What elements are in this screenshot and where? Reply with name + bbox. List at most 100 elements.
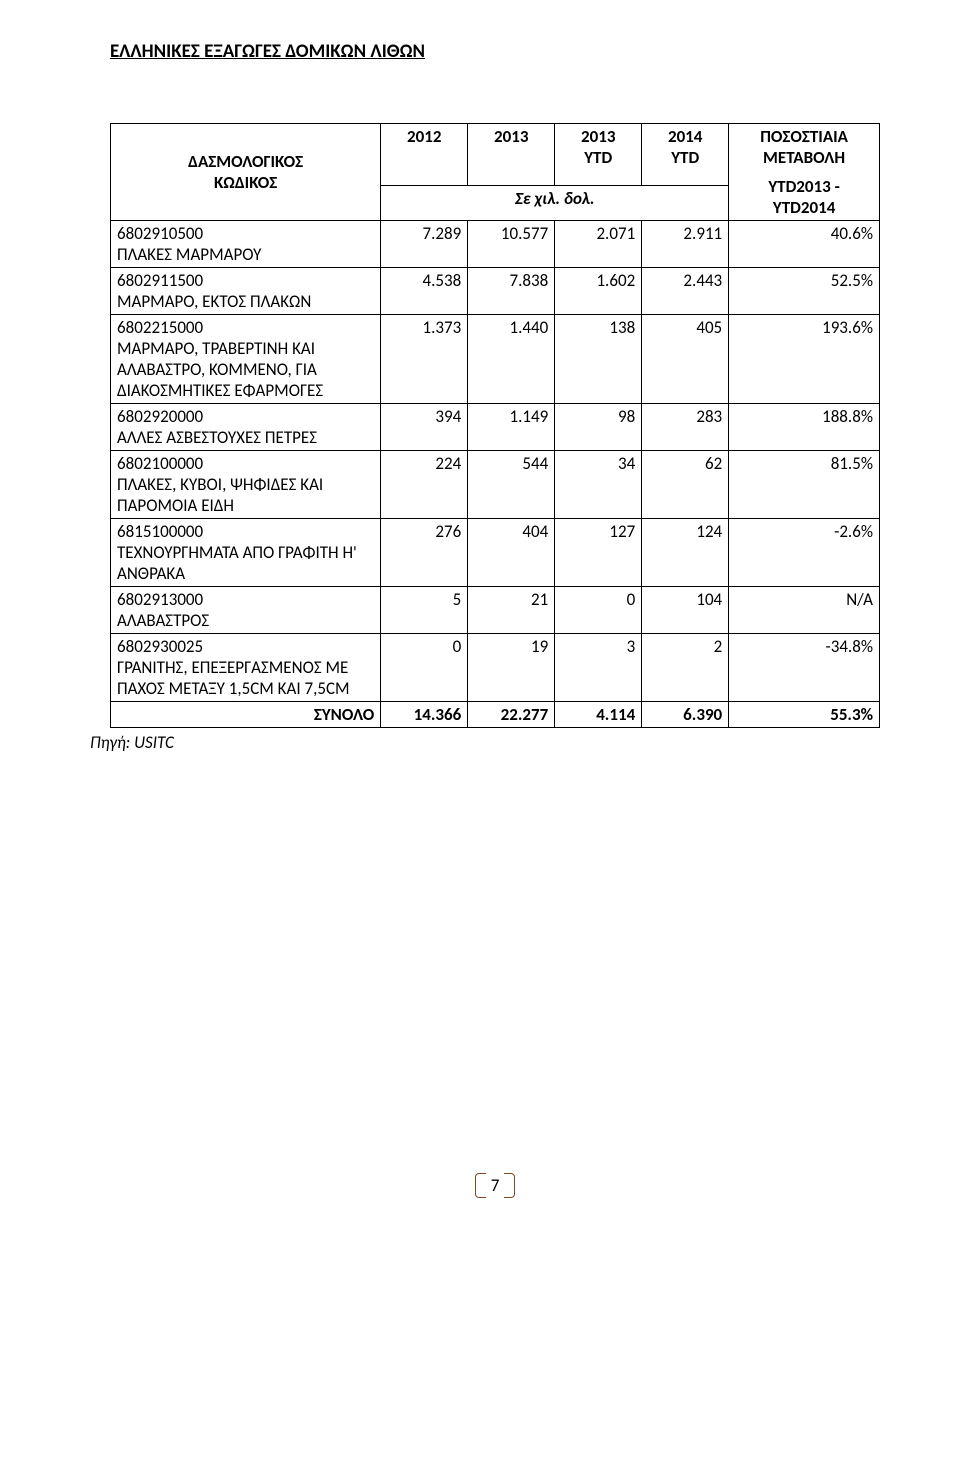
cell-value: 124 xyxy=(642,519,729,587)
col-header-2014ytd-l1: 2014 xyxy=(648,126,722,147)
row-code: 6802913000 xyxy=(117,589,374,610)
row-code: 6802910500 xyxy=(117,223,374,244)
cell-value: 2.071 xyxy=(555,221,642,268)
cell-value: 81.5% xyxy=(729,451,880,519)
row-desc: ΠΛΑΚΕΣ ΜΑΡΜΑΡΟΥ xyxy=(117,244,374,265)
cell-value: 5 xyxy=(381,587,468,634)
cell-value: 1.602 xyxy=(555,268,642,315)
cell-value: 21 xyxy=(468,587,555,634)
row-label: 6802215000ΜΑΡΜΑΡΟ, ΤΡΑΒΕΡΤΙΝΗ ΚΑΙ ΑΛΑΒΑΣ… xyxy=(111,315,381,404)
cell-value: 404 xyxy=(468,519,555,587)
cell-value: 104 xyxy=(642,587,729,634)
cell-value: 1.373 xyxy=(381,315,468,404)
cell-value: 193.6% xyxy=(729,315,880,404)
cell-value: -34.8% xyxy=(729,634,880,702)
col-header-2012: 2012 xyxy=(381,124,468,186)
table-row: 6802930025ΓΡΑΝΙΤΗΣ, ΕΠΕΞΕΡΓΑΣΜΕΝΟΣ ΜΕ ΠΑ… xyxy=(111,634,880,702)
row-desc: ΑΛΛΕΣ ΑΣΒΕΣΤΟΥΧΕΣ ΠΕΤΡΕΣ xyxy=(117,427,374,448)
row-desc: ΜΑΡΜΑΡΟ, ΕΚΤΟΣ ΠΛΑΚΩΝ xyxy=(117,291,374,312)
table-row: 6802215000ΜΑΡΜΑΡΟ, ΤΡΑΒΕΡΤΙΝΗ ΚΑΙ ΑΛΑΒΑΣ… xyxy=(111,315,880,404)
total-v1: 22.277 xyxy=(468,702,555,728)
cell-value: 224 xyxy=(381,451,468,519)
row-label: 6802920000ΑΛΛΕΣ ΑΣΒΕΣΤΟΥΧΕΣ ΠΕΤΡΕΣ xyxy=(111,404,381,451)
source-note: Πηγή: USITC xyxy=(90,732,880,753)
table-row: 6802911500ΜΑΡΜΑΡΟ, ΕΚΤΟΣ ΠΛΑΚΩΝ4.5387.83… xyxy=(111,268,880,315)
cell-value: 3 xyxy=(555,634,642,702)
cell-value: 62 xyxy=(642,451,729,519)
row-label: 6802911500ΜΑΡΜΑΡΟ, ΕΚΤΟΣ ΠΛΑΚΩΝ xyxy=(111,268,381,315)
row-label: 6802913000ΑΛΑΒΑΣΤΡΟΣ xyxy=(111,587,381,634)
row-label: 6815100000ΤΕΧΝΟΥΡΓΗΜΑΤΑ ΑΠΟ ΓΡΑΦΙΤΗ Η' Α… xyxy=(111,519,381,587)
cell-value: 2.443 xyxy=(642,268,729,315)
cell-value: 34 xyxy=(555,451,642,519)
page-title: ΕΛΛΗΝΙΚΕΣ ΕΞΑΓΩΓΕΣ ΔΟΜΙΚΩΝ ΛΙΘΩΝ xyxy=(110,40,880,63)
col-header-2014ytd: 2014 YTD xyxy=(642,124,729,186)
row-code: 6802100000 xyxy=(117,453,374,474)
cell-value: 1.440 xyxy=(468,315,555,404)
cell-value: 19 xyxy=(468,634,555,702)
cell-value: 7.838 xyxy=(468,268,555,315)
table-row: 6815100000ΤΕΧΝΟΥΡΓΗΜΑΤΑ ΑΠΟ ΓΡΑΦΙΤΗ Η' Α… xyxy=(111,519,880,587)
cell-value: 1.149 xyxy=(468,404,555,451)
row-desc: ΠΛΑΚΕΣ, ΚΥΒΟΙ, ΨΗΦΙΔΕΣ ΚΑΙ ΠΑΡΟΜΟΙΑ ΕΙΔΗ xyxy=(117,474,374,516)
row-desc: ΤΕΧΝΟΥΡΓΗΜΑΤΑ ΑΠΟ ΓΡΑΦΙΤΗ Η' ΑΝΘΡΑΚΑ xyxy=(117,542,374,584)
col-header-unit: Σε χιλ. δολ. xyxy=(381,186,729,221)
cell-value: -2.6% xyxy=(729,519,880,587)
col-header-ytd-l2: YTD2014 xyxy=(735,197,873,218)
page-number: 7 xyxy=(479,1173,512,1198)
row-label: 6802910500ΠΛΑΚΕΣ ΜΑΡΜΑΡΟΥ xyxy=(111,221,381,268)
total-v3: 6.390 xyxy=(642,702,729,728)
total-v0: 14.366 xyxy=(381,702,468,728)
table-row: 6802913000ΑΛΑΒΑΣΤΡΟΣ5210104N/A xyxy=(111,587,880,634)
page-number-wrap: 7 xyxy=(110,1173,880,1198)
cell-value: 276 xyxy=(381,519,468,587)
col-header-pct-l2: ΜΕΤΑΒΟΛΗ xyxy=(735,147,873,168)
cell-value: 10.577 xyxy=(468,221,555,268)
cell-value: 283 xyxy=(642,404,729,451)
col-header-2013: 2013 xyxy=(468,124,555,186)
cell-value: 405 xyxy=(642,315,729,404)
table-row: 6802920000ΑΛΛΕΣ ΑΣΒΕΣΤΟΥΧΕΣ ΠΕΤΡΕΣ3941.1… xyxy=(111,404,880,451)
cell-value: 52.5% xyxy=(729,268,880,315)
cell-value: 4.538 xyxy=(381,268,468,315)
col-header-2013ytd: 2013 YTD xyxy=(555,124,642,186)
cell-value: 127 xyxy=(555,519,642,587)
col-header-2013ytd-l1: 2013 xyxy=(561,126,635,147)
table-row: 6802910500ΠΛΑΚΕΣ ΜΑΡΜΑΡΟΥ7.28910.5772.07… xyxy=(111,221,880,268)
col-header-code-l2: ΚΩΔΙΚΟΣ xyxy=(117,172,374,193)
col-header-pct: ΠΟΣΟΣΤΙΑΙΑ ΜΕΤΑΒΟΛΗ YTD2013 - YTD2014 xyxy=(729,124,880,221)
data-table: ΔΑΣΜΟΛΟΓΙΚΟΣ ΚΩΔΙΚΟΣ 2012 2013 2013 YTD … xyxy=(110,123,880,728)
cell-value: 0 xyxy=(555,587,642,634)
cell-value: 98 xyxy=(555,404,642,451)
col-header-ytd-l1: YTD2013 - xyxy=(735,176,873,197)
total-v4: 55.3% xyxy=(729,702,880,728)
row-code: 6802911500 xyxy=(117,270,374,291)
row-code: 6815100000 xyxy=(117,521,374,542)
cell-value: N/A xyxy=(729,587,880,634)
row-code: 6802930025 xyxy=(117,636,374,657)
total-label: ΣΥΝΟΛΟ xyxy=(111,702,381,728)
row-desc: ΜΑΡΜΑΡΟ, ΤΡΑΒΕΡΤΙΝΗ ΚΑΙ ΑΛΑΒΑΣΤΡΟ, ΚΟΜΜΕ… xyxy=(117,338,374,401)
cell-value: 0 xyxy=(381,634,468,702)
cell-value: 2 xyxy=(642,634,729,702)
cell-value: 7.289 xyxy=(381,221,468,268)
cell-value: 188.8% xyxy=(729,404,880,451)
col-header-code: ΔΑΣΜΟΛΟΓΙΚΟΣ ΚΩΔΙΚΟΣ xyxy=(111,124,381,221)
cell-value: 394 xyxy=(381,404,468,451)
row-desc: ΑΛΑΒΑΣΤΡΟΣ xyxy=(117,610,374,631)
row-label: 6802100000ΠΛΑΚΕΣ, ΚΥΒΟΙ, ΨΗΦΙΔΕΣ ΚΑΙ ΠΑΡ… xyxy=(111,451,381,519)
table-row: 6802100000ΠΛΑΚΕΣ, ΚΥΒΟΙ, ΨΗΦΙΔΕΣ ΚΑΙ ΠΑΡ… xyxy=(111,451,880,519)
cell-value: 2.911 xyxy=(642,221,729,268)
row-code: 6802920000 xyxy=(117,406,374,427)
col-header-2014ytd-l2: YTD xyxy=(648,147,722,168)
row-desc: ΓΡΑΝΙΤΗΣ, ΕΠΕΞΕΡΓΑΣΜΕΝΟΣ ΜΕ ΠΑΧΟΣ ΜΕΤΑΞΥ… xyxy=(117,657,374,699)
col-header-2013ytd-l2: YTD xyxy=(561,147,635,168)
row-code: 6802215000 xyxy=(117,317,374,338)
col-header-pct-l1: ΠΟΣΟΣΤΙΑΙΑ xyxy=(735,126,873,147)
cell-value: 138 xyxy=(555,315,642,404)
col-header-code-l1: ΔΑΣΜΟΛΟΓΙΚΟΣ xyxy=(117,151,374,172)
cell-value: 544 xyxy=(468,451,555,519)
total-v2: 4.114 xyxy=(555,702,642,728)
cell-value: 40.6% xyxy=(729,221,880,268)
row-label: 6802930025ΓΡΑΝΙΤΗΣ, ΕΠΕΞΕΡΓΑΣΜΕΝΟΣ ΜΕ ΠΑ… xyxy=(111,634,381,702)
